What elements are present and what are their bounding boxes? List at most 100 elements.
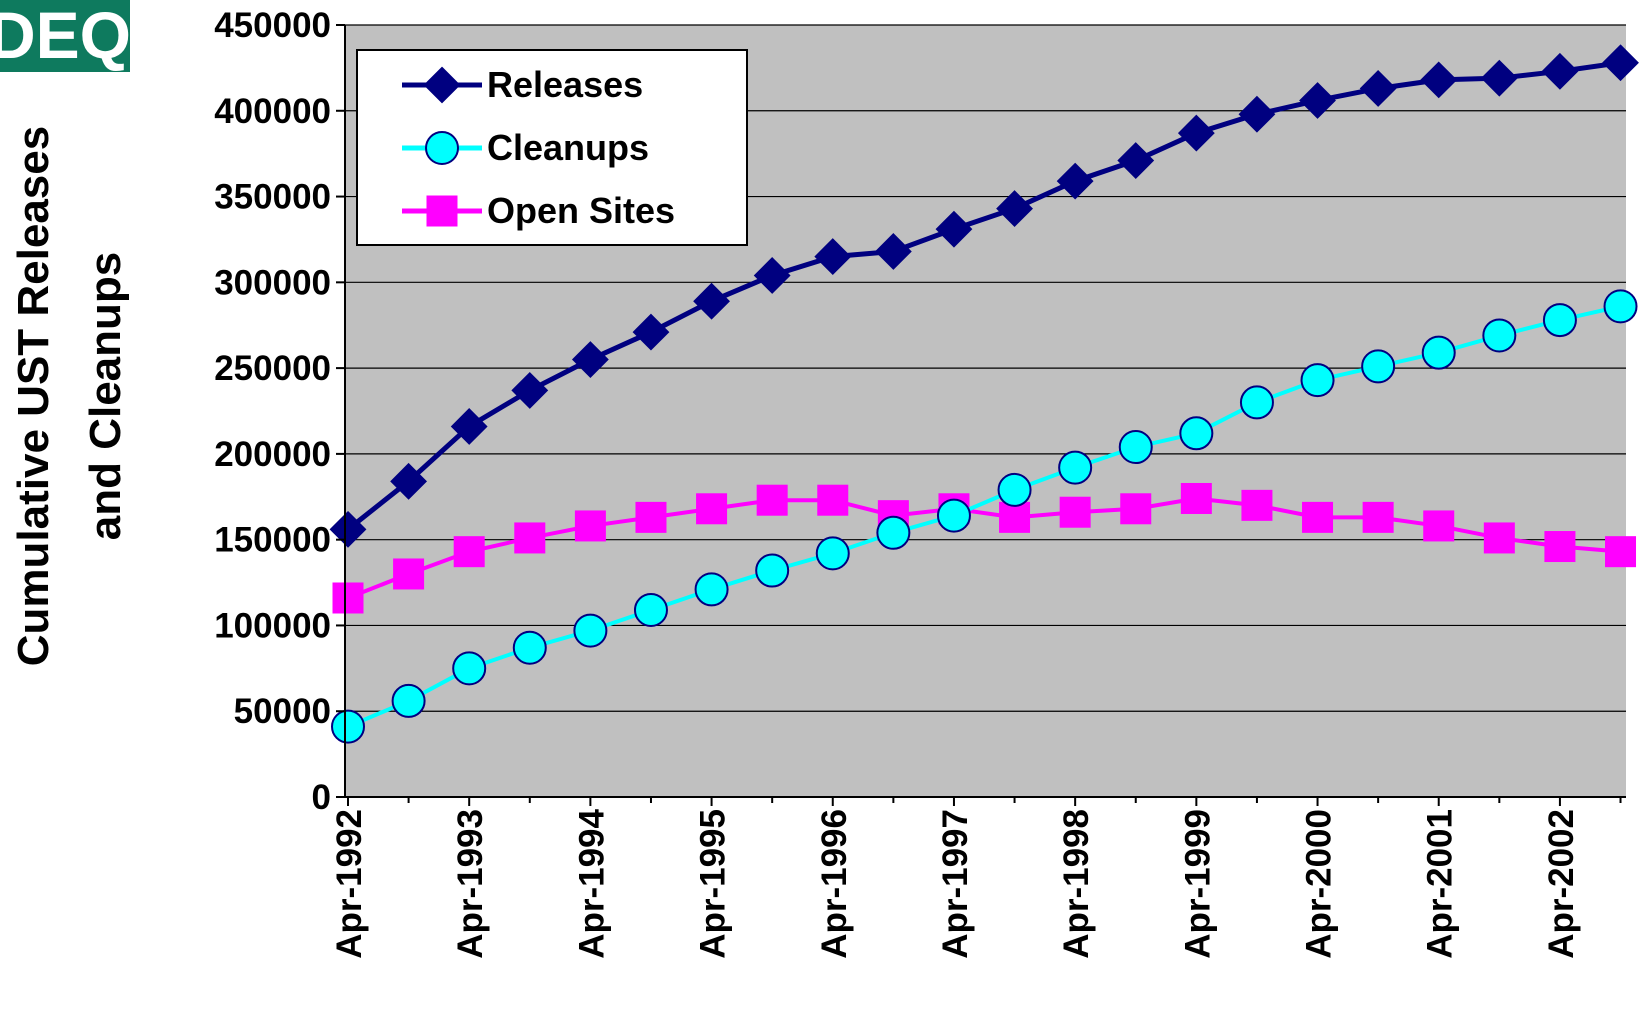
cleanups-point bbox=[755, 553, 790, 588]
y-axis-title: Cumulative UST Releases bbox=[9, 126, 58, 666]
cleanups-point bbox=[1239, 385, 1274, 420]
x-tick-label: Apr-1992 bbox=[330, 809, 369, 959]
cleanups-point bbox=[331, 709, 365, 744]
x-tick-label: Apr-1996 bbox=[815, 809, 854, 959]
x-tick-label: Apr-1997 bbox=[936, 809, 975, 959]
open-sites-point bbox=[1544, 531, 1576, 563]
legend-item-open-sites: Open Sites bbox=[402, 190, 675, 231]
cleanups-point bbox=[1179, 416, 1214, 451]
legend-label: Cleanups bbox=[487, 127, 649, 168]
cleanups-point bbox=[876, 515, 911, 550]
series-releases bbox=[329, 44, 1639, 548]
releases-point bbox=[1117, 142, 1155, 179]
releases-point bbox=[753, 257, 791, 294]
y-tick-label: 150000 bbox=[214, 521, 331, 560]
open-sites-point bbox=[1423, 510, 1455, 542]
releases-point bbox=[996, 190, 1033, 227]
series-layer bbox=[329, 44, 1639, 744]
cleanups-point bbox=[1058, 450, 1093, 485]
open-sites-point bbox=[574, 510, 606, 542]
y-tick-label: 0 bbox=[312, 778, 331, 817]
cleanups-point bbox=[1361, 349, 1396, 384]
releases-point bbox=[450, 408, 488, 445]
open-sites-point bbox=[635, 501, 667, 533]
x-tick-label: Apr-1993 bbox=[451, 809, 490, 959]
cleanups-point bbox=[936, 498, 971, 533]
open-sites-point bbox=[514, 522, 546, 554]
y-axis-title: and Cleanups bbox=[81, 252, 130, 541]
legend-swatch-marker bbox=[425, 131, 459, 165]
open-sites-point bbox=[393, 558, 425, 590]
releases-line bbox=[346, 60, 1621, 532]
releases-point bbox=[390, 462, 428, 500]
releases-point bbox=[693, 282, 730, 320]
open-sites-point bbox=[332, 582, 364, 614]
cleanups-point bbox=[391, 683, 426, 718]
legend-item-releases: Releases bbox=[402, 64, 643, 105]
legend-label: Open Sites bbox=[487, 190, 675, 231]
x-tick-label: Apr-1998 bbox=[1057, 809, 1096, 959]
releases-point bbox=[814, 238, 852, 276]
y-tick-label: 200000 bbox=[214, 435, 331, 474]
releases-point bbox=[632, 313, 670, 351]
open-sites-point bbox=[756, 484, 788, 516]
legend: Releases Cleanups Open Sites bbox=[356, 49, 748, 246]
releases-point bbox=[1541, 52, 1579, 90]
deq-logo-background bbox=[0, 0, 130, 72]
open-sites-point bbox=[1241, 489, 1273, 521]
releases-point bbox=[1602, 44, 1639, 82]
y-tick-label: 100000 bbox=[214, 606, 331, 645]
open-sites-point bbox=[1483, 522, 1515, 554]
open-sites-point bbox=[817, 484, 849, 516]
releases-point bbox=[329, 510, 367, 548]
releases-point bbox=[511, 371, 549, 409]
releases-point bbox=[1359, 70, 1397, 107]
cleanups-point bbox=[1603, 289, 1638, 324]
legend-item-cleanups: Cleanups bbox=[402, 127, 649, 168]
open-sites-point bbox=[453, 536, 485, 568]
deq-logo: DEQ bbox=[0, 0, 131, 72]
cleanups-point bbox=[452, 651, 487, 686]
open-sites-point bbox=[1059, 496, 1091, 528]
x-tick-label: Apr-1994 bbox=[572, 808, 611, 958]
x-tick-label: Apr-2002 bbox=[1542, 809, 1581, 959]
cleanups-point bbox=[1118, 430, 1153, 465]
cleanups-point bbox=[512, 630, 547, 665]
cleanups-point bbox=[1300, 363, 1335, 398]
legend-label: Releases bbox=[487, 64, 643, 105]
cleanups-point bbox=[1482, 318, 1517, 353]
open-sites-point bbox=[1120, 493, 1152, 525]
releases-point bbox=[1238, 95, 1276, 133]
cleanups-line bbox=[347, 304, 1621, 729]
open-sites-point bbox=[999, 501, 1031, 533]
cleanups-point bbox=[633, 593, 668, 628]
cleanups-point bbox=[997, 472, 1032, 507]
legend-swatch-marker bbox=[426, 195, 458, 227]
y-tick-label: 300000 bbox=[214, 263, 331, 302]
x-tick-label: Apr-1995 bbox=[694, 809, 733, 959]
y-tick-label: 450000 bbox=[214, 6, 331, 45]
releases-point bbox=[935, 210, 973, 248]
open-sites-point bbox=[1180, 482, 1212, 514]
releases-point bbox=[1056, 162, 1094, 200]
open-sites-point bbox=[1302, 501, 1334, 533]
x-tick-label: Apr-2000 bbox=[1300, 809, 1339, 959]
x-tick-label: Apr-2001 bbox=[1421, 809, 1460, 959]
releases-point bbox=[571, 341, 609, 378]
cleanups-point bbox=[573, 613, 608, 648]
series-cleanups bbox=[331, 289, 1638, 744]
cleanups-point bbox=[1421, 335, 1456, 370]
axes: 0 50000 100000 150000 200000 250000 300000 3500… bbox=[9, 6, 1626, 959]
cleanups-point bbox=[694, 572, 729, 607]
deq-logo-text: DEQ bbox=[0, 0, 131, 72]
y-tick-label: 350000 bbox=[214, 178, 331, 217]
open-sites-point bbox=[1362, 501, 1394, 533]
releases-point bbox=[1299, 82, 1336, 119]
releases-point bbox=[874, 233, 912, 270]
cleanups-point bbox=[815, 536, 850, 571]
y-tick-label: 250000 bbox=[214, 349, 331, 388]
y-tick-label: 50000 bbox=[234, 692, 331, 731]
open-sites-point bbox=[1605, 536, 1637, 568]
